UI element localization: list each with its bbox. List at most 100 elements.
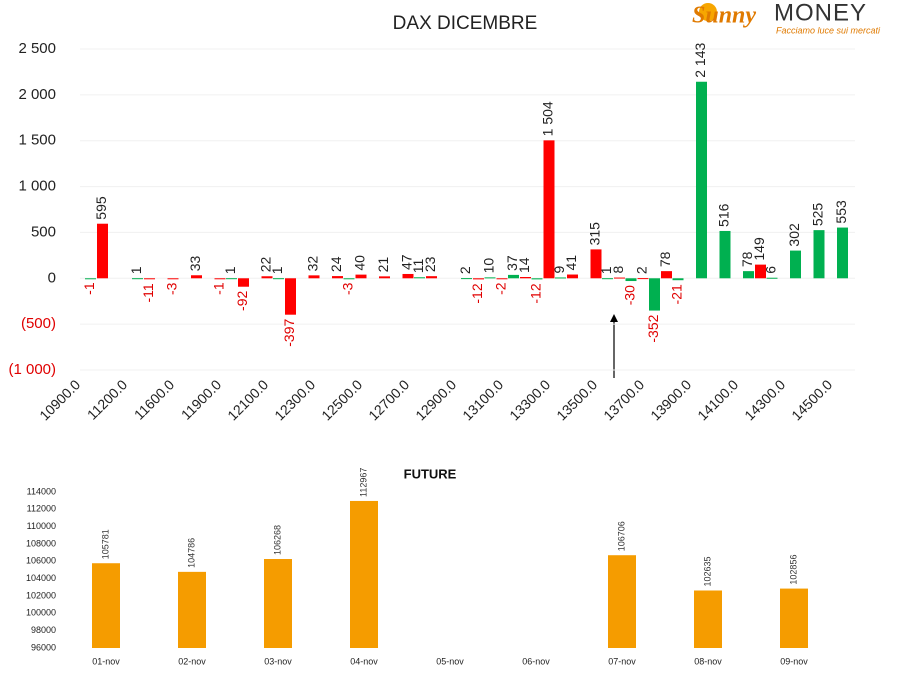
bar bbox=[531, 278, 543, 280]
bar bbox=[426, 276, 437, 279]
data-label: 2 bbox=[457, 266, 473, 274]
bar bbox=[484, 277, 496, 279]
bar bbox=[402, 273, 414, 279]
bar bbox=[637, 278, 649, 280]
x-tick-label: 14300.0 bbox=[741, 376, 788, 423]
data-label: 22 bbox=[258, 256, 274, 272]
bar bbox=[226, 278, 237, 280]
bar bbox=[308, 275, 320, 279]
bar bbox=[97, 223, 108, 279]
data-label: 40 bbox=[352, 255, 368, 271]
y-tick-label: 1 000 bbox=[18, 178, 56, 195]
x-tick-label: 02-nov bbox=[178, 656, 206, 666]
data-label: -12 bbox=[469, 283, 485, 303]
bar bbox=[343, 278, 355, 280]
data-label: 1 bbox=[222, 266, 238, 274]
data-label: 516 bbox=[716, 203, 732, 227]
bar bbox=[496, 278, 508, 280]
x-tick-label: 13900.0 bbox=[647, 376, 694, 423]
logo-slogan: Facciamo luce sui mercati bbox=[776, 25, 881, 35]
data-label: 2 143 bbox=[692, 42, 708, 77]
x-tick-label: 06-nov bbox=[522, 656, 550, 666]
data-label: -1 bbox=[211, 282, 227, 295]
logo-sunny: Sunny bbox=[692, 3, 756, 29]
data-label: 78 bbox=[739, 251, 755, 267]
data-label: 315 bbox=[587, 222, 603, 246]
x-tick-label: 12700.0 bbox=[365, 376, 412, 423]
bar bbox=[649, 278, 660, 311]
y-tick-label: 96000 bbox=[31, 642, 56, 652]
bar bbox=[167, 278, 179, 280]
bar bbox=[132, 278, 143, 280]
x-tick-label: 11600.0 bbox=[131, 376, 178, 423]
data-label: 11 bbox=[410, 259, 426, 274]
data-label: 1 bbox=[269, 266, 285, 274]
data-label: 47 bbox=[399, 254, 415, 270]
bar bbox=[790, 250, 801, 279]
bar bbox=[191, 275, 202, 279]
bar bbox=[780, 588, 808, 648]
x-tick-label: 03-nov bbox=[264, 656, 292, 666]
x-tick-label: 11900.0 bbox=[178, 376, 225, 423]
data-label: 112967 bbox=[358, 468, 368, 497]
y-tick-label: 100000 bbox=[26, 608, 56, 618]
data-label: -3 bbox=[164, 282, 180, 295]
data-label: 595 bbox=[93, 196, 109, 220]
data-label: 23 bbox=[422, 256, 438, 272]
bar bbox=[144, 278, 155, 280]
bar bbox=[766, 277, 778, 279]
x-tick-label: 01-nov bbox=[92, 656, 120, 666]
bar bbox=[543, 140, 555, 279]
y-tick-label: 110000 bbox=[27, 521, 56, 531]
y-tick-label: 114000 bbox=[27, 486, 56, 496]
logo: Sunny MONEY Facciamo luce sui mercati bbox=[692, 0, 881, 35]
x-tick-label: 05-nov bbox=[436, 656, 464, 666]
x-tick-label: 09-nov bbox=[780, 656, 808, 666]
y-tick-label: (1 000) bbox=[8, 361, 56, 378]
bar bbox=[461, 278, 472, 280]
bar bbox=[85, 278, 96, 280]
bar bbox=[238, 278, 249, 287]
bar bbox=[614, 277, 625, 279]
bar bbox=[694, 590, 722, 648]
x-tick-label: 12300.0 bbox=[271, 376, 318, 423]
y-tick-label: 0 bbox=[48, 269, 56, 286]
bar bbox=[755, 264, 766, 279]
data-label: 33 bbox=[187, 255, 203, 271]
bar bbox=[285, 278, 296, 315]
y-tick-label: 104000 bbox=[26, 573, 56, 583]
data-label: 1 bbox=[128, 266, 144, 274]
bar bbox=[743, 271, 754, 279]
data-label: 302 bbox=[786, 223, 802, 247]
bar bbox=[602, 278, 613, 280]
y-tick-label: 2 000 bbox=[18, 86, 56, 103]
data-label: 14 bbox=[516, 257, 532, 273]
bar bbox=[178, 571, 206, 648]
y-tick-label: 108000 bbox=[26, 538, 56, 548]
data-label: -3 bbox=[340, 282, 356, 295]
bar bbox=[555, 277, 566, 279]
data-label: 8 bbox=[610, 266, 626, 274]
x-tick-label: 12900.0 bbox=[412, 376, 459, 423]
data-label: 2 bbox=[634, 266, 650, 274]
data-label: 1 504 bbox=[540, 101, 556, 136]
data-label: 41 bbox=[563, 255, 579, 271]
bar bbox=[661, 271, 672, 279]
bar bbox=[379, 276, 390, 279]
data-label: 78 bbox=[657, 251, 673, 267]
bar bbox=[696, 81, 707, 279]
data-label: -397 bbox=[281, 318, 297, 346]
x-tick-label: 10900.0 bbox=[36, 376, 83, 423]
bar bbox=[567, 274, 578, 279]
x-tick-label: 04-nov bbox=[350, 656, 378, 666]
y-tick-label: (500) bbox=[21, 315, 56, 332]
y-tick-label: 112000 bbox=[27, 504, 56, 514]
bar bbox=[813, 230, 825, 279]
x-tick-label: 13100.0 bbox=[459, 376, 506, 423]
data-label: 102635 bbox=[702, 556, 712, 586]
data-label: 105781 bbox=[100, 529, 110, 559]
bar bbox=[214, 278, 226, 280]
x-tick-label: 12100.0 bbox=[224, 376, 271, 423]
y-tick-label: 2 500 bbox=[18, 40, 56, 57]
bar bbox=[590, 249, 602, 279]
